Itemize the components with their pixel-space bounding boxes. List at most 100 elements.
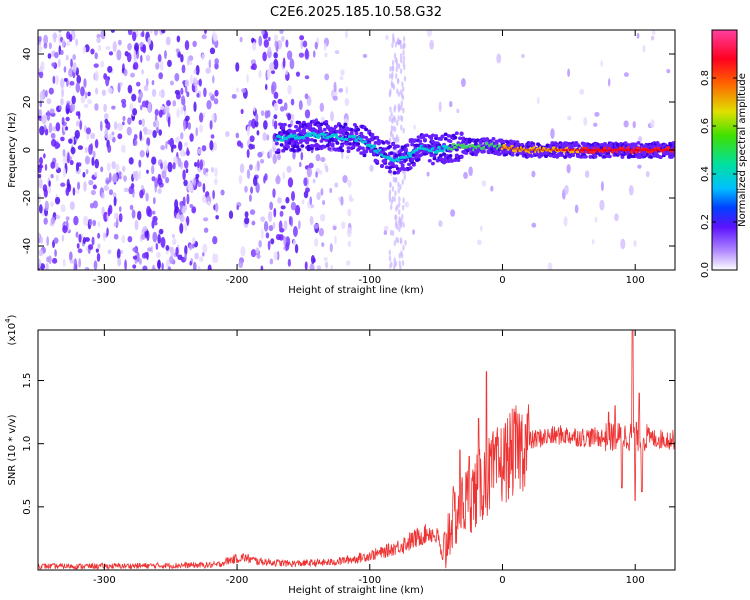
spectrogram-cell <box>666 68 671 74</box>
spectrogram-cell <box>202 252 205 257</box>
spectrogram-ridge-cell <box>460 145 466 149</box>
spectrogram-cell <box>123 68 128 77</box>
spectrogram-cell <box>199 124 203 133</box>
spectrogram-cell <box>402 86 405 93</box>
spectrogram-cell <box>402 107 405 114</box>
spectrogram-cell <box>55 214 61 220</box>
spectrogram-cell <box>145 192 149 202</box>
spectrogram-cell <box>292 149 297 153</box>
spectrogram-cell <box>38 45 43 52</box>
spectrogram-cell <box>272 222 276 229</box>
spectrogram-cell <box>491 137 496 141</box>
spectrogram-cell <box>286 131 291 136</box>
spectrogram-ridge-cell <box>408 154 413 158</box>
spectrogram-cell <box>82 171 86 178</box>
spectrogram-cell <box>158 90 162 97</box>
spectrogram-cell <box>241 88 247 93</box>
spectrogram-cell <box>38 193 42 204</box>
spectrogram-cell <box>309 137 314 142</box>
spectrogram-cell <box>393 196 396 203</box>
spectrogram-cell <box>273 52 278 59</box>
spectrogram-cell <box>153 197 156 205</box>
spectrogram-cell <box>438 153 443 158</box>
spectrogram-cell <box>273 34 278 42</box>
spectrogram-cell <box>300 39 304 50</box>
spectrogram-cell <box>430 133 435 138</box>
spectrogram-cell <box>645 170 650 178</box>
spectrogram-cell <box>252 176 258 187</box>
spectrogram-cell <box>111 161 116 170</box>
spectrogram-cell <box>85 127 92 135</box>
y-tick-label: 40 <box>22 48 33 61</box>
spectrogram-cell <box>283 235 287 246</box>
y-tick-label: 0.5 <box>22 499 33 515</box>
spectrogram-cell <box>456 108 460 114</box>
spectrogram-cell <box>400 115 404 122</box>
spectrogram-cell <box>203 167 207 176</box>
spectrogram-cell <box>389 182 392 189</box>
spectrogram-cell <box>289 58 295 70</box>
spectrogram-cell <box>394 41 398 48</box>
spectrogram-cell <box>531 222 537 228</box>
spectrogram-cell <box>70 58 73 68</box>
spectrogram-cell <box>285 196 290 204</box>
spectrogram-cell <box>335 141 340 145</box>
spectrogram-cell <box>304 49 310 60</box>
spectrogram-cell <box>389 229 393 236</box>
spectrogram-cell <box>332 95 338 101</box>
spectrogram-cell <box>43 34 49 45</box>
spectrogram-cell <box>113 222 117 227</box>
snr-y-axis-label: SNR (10 * v/v) <box>7 414 18 485</box>
spectrogram-cell <box>405 143 410 148</box>
spectrogram-cell <box>97 243 101 249</box>
spectrogram-cell <box>388 73 392 80</box>
spectrogram-cell <box>628 185 634 196</box>
x-tick-label: -300 <box>93 275 116 286</box>
spectrogram-cell <box>124 259 127 270</box>
spectrogram-cell <box>194 252 199 260</box>
spectrogram-cell <box>515 140 520 144</box>
spectrogram-cell <box>637 155 642 159</box>
spectrogram-cell <box>285 236 291 247</box>
spectrogram-cell <box>42 184 48 192</box>
spectrogram-cell <box>192 261 197 270</box>
svg-text:(x104): (x104) <box>4 314 18 345</box>
spectrogram-cell <box>213 141 218 151</box>
spectrogram-cell <box>248 194 252 202</box>
spectrogram-cell <box>176 108 180 118</box>
spectrogram-cell <box>72 54 76 61</box>
colorbar-tick-label: 0.4 <box>700 166 711 182</box>
spectrogram-cell <box>300 151 304 161</box>
spectrogram-cell <box>156 251 161 259</box>
spectrogram-cell <box>62 225 68 234</box>
spectrogram-cell <box>61 87 64 98</box>
spectrogram-cell <box>132 108 138 116</box>
spectrogram-cell <box>332 225 337 231</box>
spectrogram-cell <box>236 140 242 147</box>
spectrogram-cell <box>299 35 305 41</box>
spectrogram-cell <box>118 206 122 212</box>
spectrogram-cell <box>387 169 392 174</box>
spectrogram-cell <box>186 193 190 205</box>
spectrogram-cell <box>347 240 352 248</box>
spectrogram-cell <box>141 118 146 128</box>
spectrogram-cell <box>66 178 70 190</box>
y-tick-label: 1.0 <box>22 436 33 452</box>
spectrogram-cell <box>315 171 318 178</box>
spectrogram-cell <box>55 162 59 170</box>
spectrogram-cell <box>415 143 420 148</box>
spectrogram-cell <box>479 225 483 232</box>
spectrogram-cell <box>265 232 270 239</box>
spectrogram-cell <box>94 70 99 82</box>
spectrogram-cell <box>127 84 133 94</box>
spectrogram-cell <box>347 179 352 188</box>
spectrogram-cell <box>348 142 353 146</box>
spectrogram-cell <box>385 34 389 41</box>
spectrogram-cell <box>286 50 293 61</box>
spectrogram-cell <box>127 43 132 51</box>
spectrogram-cell <box>107 207 111 217</box>
spectrogram-cell <box>309 143 314 148</box>
spectrogram-cell <box>636 141 641 145</box>
x-tick-label: -200 <box>226 275 249 286</box>
spectrogram-cell <box>60 204 66 213</box>
